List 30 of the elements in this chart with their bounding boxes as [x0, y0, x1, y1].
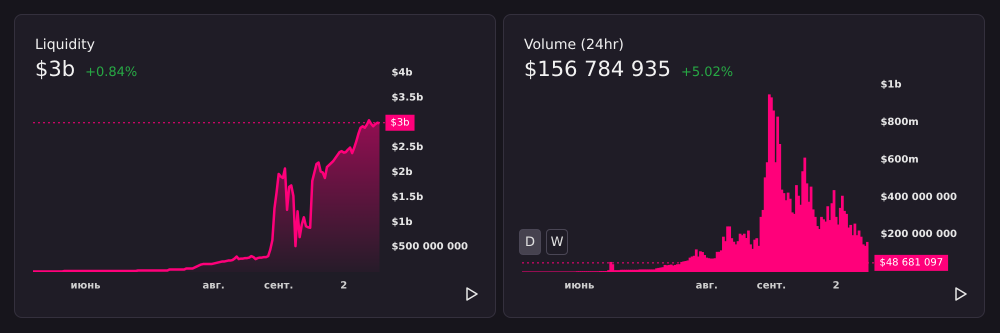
- y-tick-label: $1.5b: [391, 192, 424, 203]
- x-tick-label: сент.: [264, 280, 294, 292]
- ref-line-label: $48 681 097: [879, 257, 944, 268]
- x-tick-label: 2: [832, 280, 840, 292]
- y-tick-label: $600m: [880, 154, 919, 166]
- toggle-button: D: [519, 229, 541, 255]
- y-tick-label: $2.5b: [391, 142, 424, 154]
- x-tick-label: июнь: [70, 280, 100, 292]
- x-tick-label: июнь: [564, 280, 594, 292]
- y-tick-label: $3.5b: [391, 92, 424, 104]
- chart-subtitle: $3b: [35, 57, 76, 81]
- annotation: +0.84%: [85, 65, 138, 80]
- chart-subtitle: $156 784 935: [524, 57, 671, 81]
- toggle-button: W: [546, 229, 568, 255]
- y-tick-label: $400 000 000: [880, 192, 958, 203]
- y-tick-label: $500 000 000: [391, 242, 468, 253]
- y-tick-label: $1b: [880, 80, 902, 91]
- x-tick-label: авг.: [696, 280, 718, 292]
- chart-title: Volume (24hr): [524, 37, 624, 53]
- text: +5.02%: [680, 65, 734, 80]
- x-tick-label: авг.: [202, 280, 225, 292]
- y-tick-label: $2b: [391, 167, 413, 178]
- chart-title: Liquidity: [35, 37, 95, 53]
- ref-line-label: $3b: [390, 117, 410, 128]
- y-tick-label: $200 000 000: [880, 229, 958, 240]
- y-tick-label: $4b: [391, 68, 413, 79]
- x-tick-label: сент.: [756, 280, 786, 292]
- y-tick-label: $1b: [391, 216, 413, 228]
- y-tick-label: $800m: [880, 116, 919, 128]
- x-tick-label: 2: [340, 280, 348, 292]
